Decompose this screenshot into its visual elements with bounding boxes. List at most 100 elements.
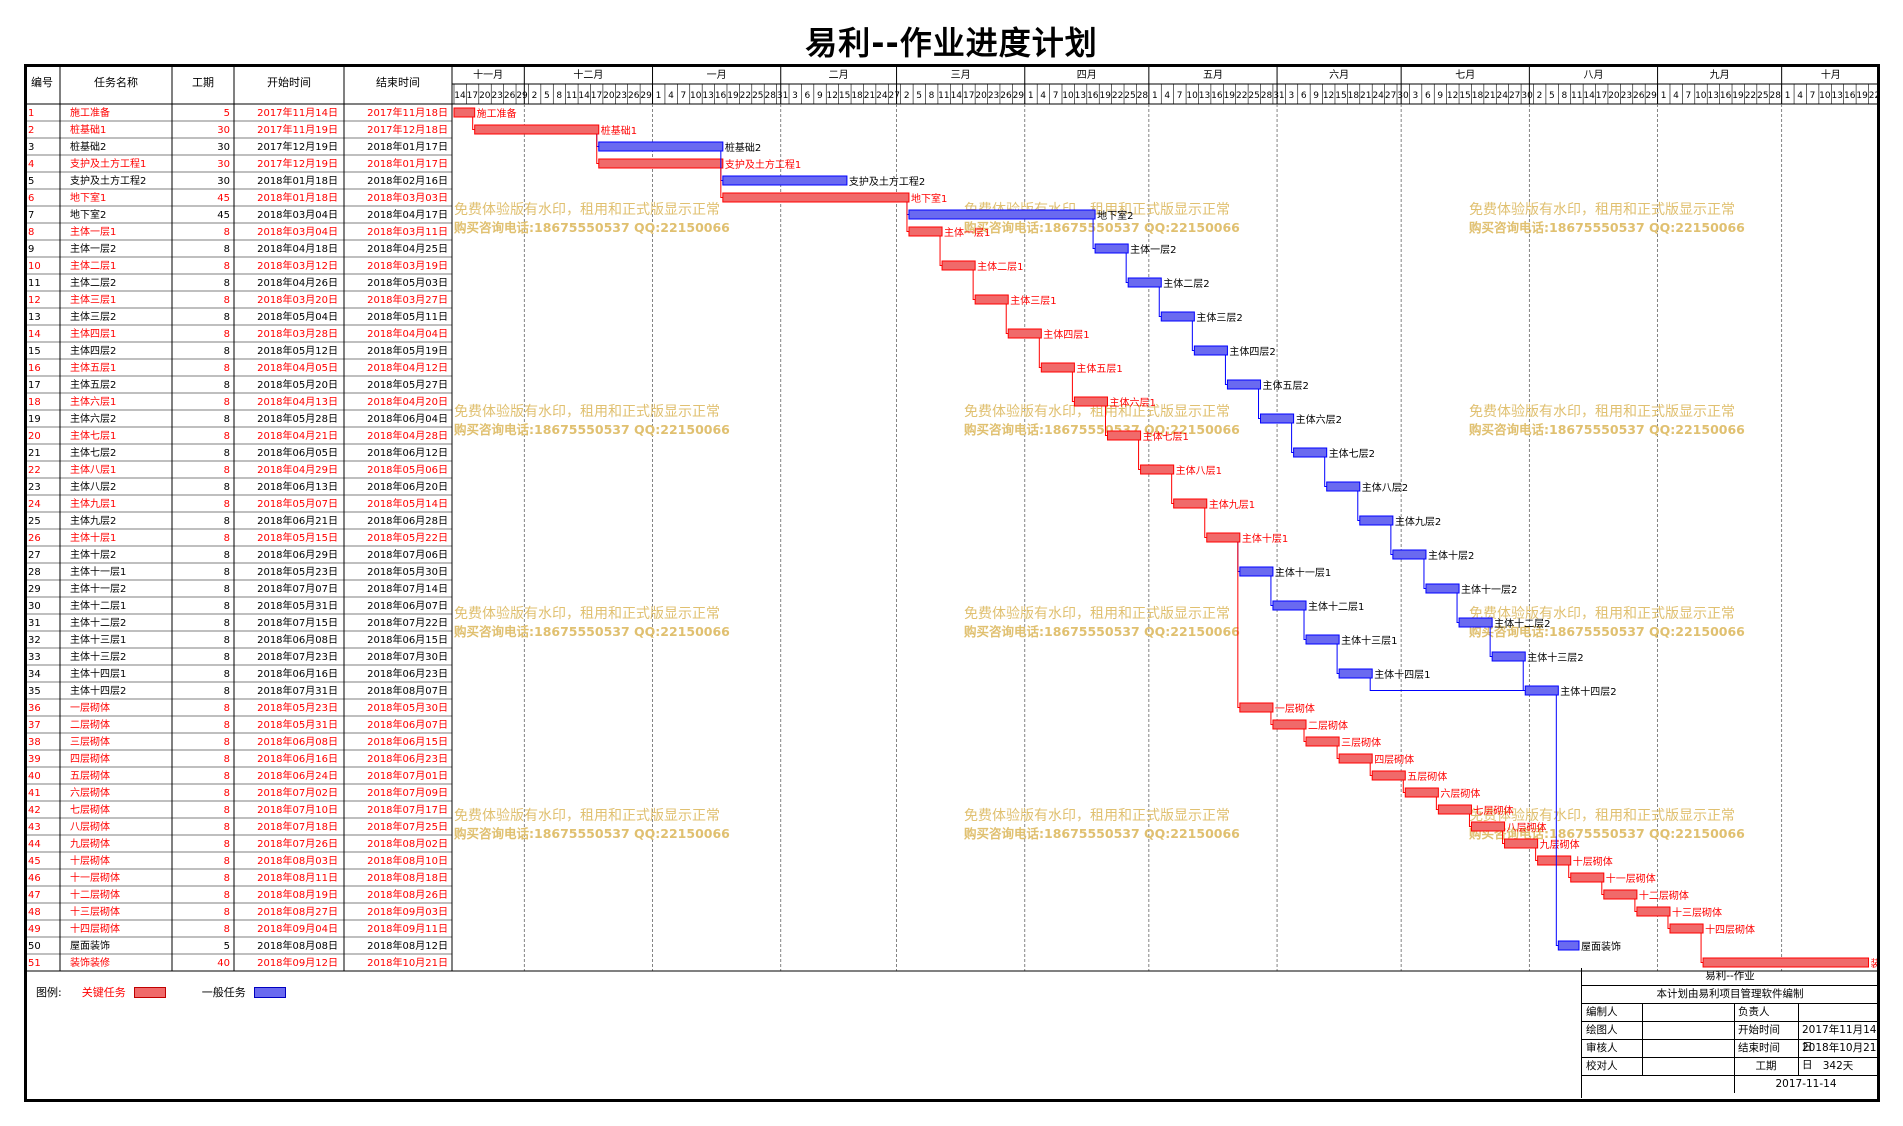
dependency-link [1390, 525, 1393, 555]
task-name: 桩基础2 [70, 140, 106, 153]
task-id: 10 [28, 261, 41, 272]
day-tick-label: 6 [1301, 91, 1307, 101]
info-row-date: 2017-11-14 [1582, 1076, 1878, 1094]
task-id: 5 [28, 176, 34, 187]
day-tick-label: 18 [1348, 91, 1360, 101]
task-name: 主体九层2 [70, 515, 116, 527]
day-tick-label: 9 [817, 91, 823, 101]
month-label: 二月 [829, 69, 849, 81]
day-tick-label: 1 [1028, 91, 1034, 101]
task-name: 主体十一层1 [70, 565, 126, 578]
day-tick-label: 22 [1869, 91, 1880, 101]
dependency-link [1270, 576, 1273, 606]
task-id: 41 [28, 788, 41, 799]
task-start: 2018年08月27日 [257, 905, 338, 918]
day-tick-label: 14 [951, 91, 963, 101]
dependency-link [1369, 678, 1526, 691]
info-row-1: 编制人 负责人 [1582, 1004, 1878, 1022]
task-end: 2018年07月25日 [367, 820, 448, 833]
dependency-link [1125, 253, 1129, 283]
task-duration: 8 [224, 703, 230, 714]
task-start: 2018年07月31日 [257, 684, 338, 697]
info-project: 易利--作业 [1705, 970, 1755, 982]
task-duration: 8 [224, 618, 230, 629]
day-tick-label: 22 [1112, 91, 1123, 101]
day-tick-label: 25 [1248, 91, 1259, 101]
task-bar-label: 主体十二层2 [1494, 617, 1550, 630]
task-name: 主体四层1 [70, 328, 116, 340]
day-tick-label: 1 [656, 91, 662, 101]
day-tick-label: 3 [1413, 91, 1419, 101]
task-duration: 8 [224, 363, 230, 374]
task-end: 2018年04月17日 [367, 208, 448, 221]
task-duration: 8 [224, 873, 230, 884]
info-owner-label: 负责人 [1738, 1006, 1770, 1018]
dependency-link [1336, 746, 1340, 759]
task-bar-label: 桩基础1 [601, 124, 637, 137]
dependency-link [1104, 406, 1108, 436]
dependency-link [1502, 831, 1505, 844]
day-tick-label: 4 [1673, 91, 1679, 101]
task-duration: 8 [224, 584, 230, 595]
task-start: 2018年06月16日 [257, 667, 338, 680]
gantt-chart: 编号 任务名称 工期 开始时间 结束时间 十一月 十二月 一月 二月 三月 四月 五月 六月 七月 八月 九月… [24, 64, 1880, 972]
task-duration: 8 [224, 924, 230, 935]
dependency-link [1171, 474, 1174, 504]
task-id: 22 [28, 465, 41, 476]
task-name: 主体十三层1 [70, 633, 126, 646]
task-bar-label: 屋面装饰 [1581, 940, 1621, 953]
day-tick-label: 7 [1686, 91, 1692, 101]
task-duration: 8 [224, 601, 230, 612]
info-row-3: 审核人 结束时间 2018年10月21日 [1582, 1040, 1878, 1071]
task-bar-label: 五层砌体 [1407, 771, 1447, 783]
month-label: 十二月 [573, 68, 603, 81]
day-tick-label: 2 [1537, 91, 1543, 101]
task-end: 2018年08月10日 [367, 854, 448, 867]
day-tick-label: 20 [603, 91, 615, 101]
day-tick-label: 23 [491, 91, 502, 101]
task-name: 主体三层1 [70, 294, 116, 306]
task-id: 45 [28, 856, 41, 867]
task-bar-label: 主体十一层1 [1275, 566, 1331, 579]
task-start: 2018年05月31日 [257, 599, 338, 612]
task-bar-label: 主体十四层2 [1560, 685, 1616, 698]
task-id: 37 [28, 720, 41, 731]
task-end: 2018年05月14日 [367, 497, 448, 510]
day-tick-label: 14 [578, 91, 590, 101]
task-bar-label: 主体十三层2 [1527, 651, 1583, 664]
task-bar [453, 107, 476, 118]
dependency-link [1224, 355, 1228, 385]
task-start: 2018年03月04日 [257, 225, 338, 238]
day-tick-label: 28 [764, 91, 776, 101]
task-bar-label: 主体十层1 [1242, 532, 1288, 545]
day-tick-label: 17 [963, 91, 974, 101]
task-id: 20 [28, 431, 41, 442]
dependency-link [906, 202, 909, 232]
day-tick-label: 8 [1561, 91, 1567, 101]
task-start: 2018年06月16日 [257, 752, 338, 765]
day-tick-label: 2 [532, 91, 538, 101]
day-tick-label: 4 [1797, 91, 1803, 101]
task-id: 44 [28, 839, 41, 850]
task-name: 主体五层1 [70, 362, 116, 374]
task-bar-label: 主体四层1 [1043, 329, 1089, 341]
task-id: 24 [28, 499, 41, 510]
task-duration: 8 [224, 448, 230, 459]
day-tick-label: 26 [628, 91, 640, 101]
day-tick-label: 21 [864, 91, 875, 101]
task-end: 2018年06月07日 [367, 599, 448, 612]
watermark-line2: 购买咨询电话:18675550537 QQ:22150066 [964, 826, 1240, 841]
day-tick-label: 1 [1661, 91, 1667, 101]
task-name: 九层砌体 [70, 838, 110, 850]
task-id: 40 [28, 771, 41, 782]
task-start: 2018年07月10日 [257, 803, 338, 816]
task-name: 主体三层2 [70, 311, 116, 323]
task-end: 2018年07月14日 [367, 582, 448, 595]
task-bar-label: 六层砌体 [1440, 788, 1480, 800]
task-bar-label: 主体十层2 [1428, 549, 1474, 562]
task-id: 39 [28, 754, 41, 765]
task-start: 2018年08月03日 [257, 854, 338, 867]
day-tick-label: 7 [1177, 91, 1183, 101]
day-tick-label: 25 [1757, 91, 1768, 101]
outer-frame [24, 64, 1880, 1102]
